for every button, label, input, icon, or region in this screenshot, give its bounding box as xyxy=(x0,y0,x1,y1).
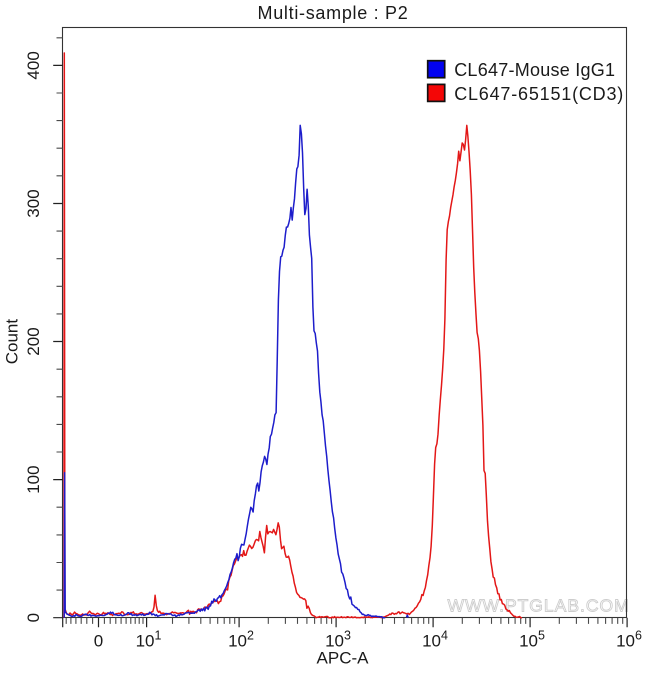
svg-text:400: 400 xyxy=(24,51,43,79)
svg-text:Multi-sample : P2: Multi-sample : P2 xyxy=(258,3,409,23)
svg-text:200: 200 xyxy=(24,327,43,355)
svg-text:WWW.PTGLAB.COM: WWW.PTGLAB.COM xyxy=(448,596,630,616)
svg-text:300: 300 xyxy=(24,189,43,217)
svg-text:APC-A: APC-A xyxy=(317,649,370,668)
svg-text:CL647-Mouse IgG1: CL647-Mouse IgG1 xyxy=(454,60,615,80)
svg-text:CL647-65151(CD3): CL647-65151(CD3) xyxy=(454,84,624,104)
svg-text:0: 0 xyxy=(94,632,103,651)
svg-text:Count: Count xyxy=(3,319,22,365)
svg-text:100: 100 xyxy=(24,465,43,493)
svg-text:0: 0 xyxy=(24,613,43,622)
